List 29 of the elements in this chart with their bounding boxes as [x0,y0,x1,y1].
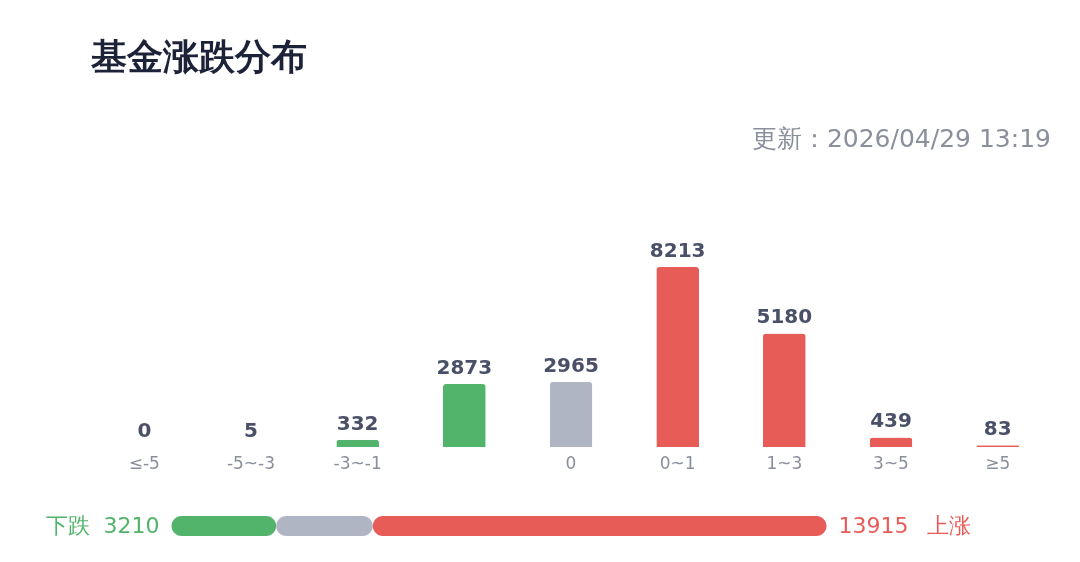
x-tick-label: 0~1 [659,452,696,473]
bar [336,439,379,447]
bar [549,382,593,447]
data-label: 83 [983,416,1012,441]
chart-title: 基金涨跌分布 [90,36,307,77]
data-label: 0 [137,418,152,442]
data-label: 5180 [756,304,813,329]
x-tick-label: -3~-1 [333,452,382,473]
data-label: 8213 [649,238,706,262]
bar [869,437,913,447]
bar [763,333,806,447]
x-tick-label: -5~-3 [226,452,276,473]
data-label: 3210 [103,513,160,538]
text: 上涨 [926,513,971,538]
data-label: 2873 [436,355,493,380]
data-label: 13915 [838,513,909,538]
x-tick-label: 0 [565,452,577,473]
bar [443,384,486,447]
data-label: 2965 [543,353,599,378]
data-label: 332 [336,410,379,435]
bar [656,267,699,447]
chart-subtitle: 更新：2026/04/29 13:19 [751,124,1051,153]
x-tick-label: ≥5 [985,452,1011,473]
x-tick-label: 1~3 [766,452,803,473]
data-label: 5 [244,417,258,442]
x-tick-label: ≤-5 [128,452,160,473]
data-label: 439 [870,408,912,433]
x-tick-label: 3~5 [873,452,909,473]
text: 下跌 [45,513,90,538]
